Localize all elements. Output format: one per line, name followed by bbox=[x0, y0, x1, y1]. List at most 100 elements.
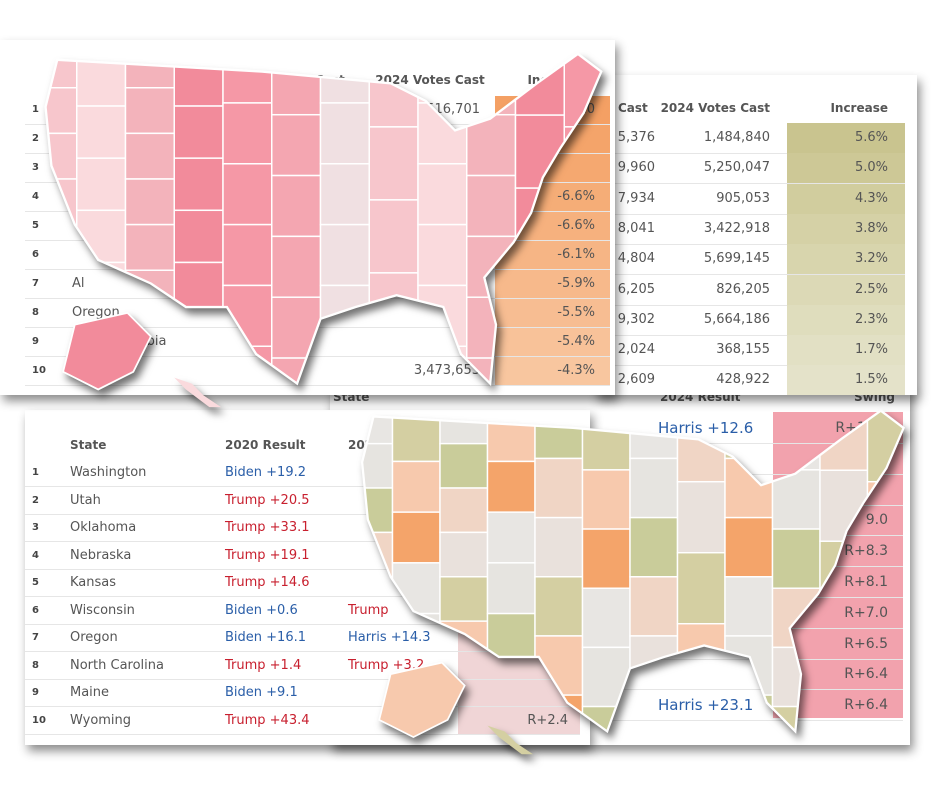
row-rule bbox=[25, 733, 580, 735]
rank: 1 bbox=[32, 467, 39, 478]
cell-text: 3.8% bbox=[854, 220, 888, 236]
state bbox=[391, 511, 441, 564]
row-rule bbox=[615, 365, 905, 367]
swing: R+6.4 bbox=[844, 697, 888, 714]
rank: 9 bbox=[32, 687, 39, 698]
rank: 4 bbox=[32, 191, 39, 202]
increase-cell bbox=[495, 328, 610, 357]
rank: 10 bbox=[32, 714, 46, 726]
rank: 1 bbox=[32, 104, 39, 115]
state bbox=[319, 102, 370, 165]
state bbox=[319, 53, 370, 104]
state bbox=[222, 223, 273, 287]
country-border bbox=[360, 409, 906, 734]
increase-cell bbox=[495, 270, 610, 299]
increase-cell bbox=[787, 365, 905, 395]
cell-text: 5,250,047 bbox=[703, 160, 770, 176]
state bbox=[581, 646, 631, 708]
state bbox=[486, 410, 536, 463]
result: Biden +0.6 bbox=[225, 602, 298, 618]
increase-cell bbox=[787, 304, 905, 335]
state bbox=[222, 53, 273, 104]
state bbox=[629, 410, 679, 460]
state bbox=[724, 457, 774, 519]
state bbox=[391, 460, 441, 513]
increase-cell bbox=[787, 274, 905, 305]
rank: 8 bbox=[32, 307, 39, 318]
alaska bbox=[378, 661, 466, 739]
state bbox=[124, 223, 175, 271]
rank: 8 bbox=[32, 659, 39, 671]
column-header: 2024 Votes Cast bbox=[660, 101, 770, 115]
state bbox=[45, 223, 78, 271]
state bbox=[563, 53, 602, 128]
state bbox=[534, 457, 584, 519]
state bbox=[362, 442, 394, 489]
state bbox=[368, 199, 419, 274]
state-name: Oregon bbox=[72, 305, 120, 320]
state bbox=[417, 53, 468, 104]
state bbox=[271, 296, 322, 359]
row-rule bbox=[615, 274, 905, 276]
state bbox=[676, 623, 726, 696]
state bbox=[866, 410, 904, 483]
rank: 3 bbox=[32, 522, 39, 533]
state bbox=[76, 261, 127, 316]
result: Harris +12.6 bbox=[658, 419, 754, 437]
row-rule bbox=[615, 334, 905, 336]
state bbox=[581, 469, 631, 530]
state bbox=[368, 126, 419, 201]
state bbox=[514, 260, 565, 335]
column-header: Cast bbox=[618, 101, 648, 115]
state bbox=[771, 587, 821, 649]
hawaii bbox=[174, 377, 222, 408]
state bbox=[368, 345, 419, 384]
state bbox=[222, 284, 273, 348]
state-name: Wyoming bbox=[70, 712, 132, 728]
cell-text: 428,922 bbox=[716, 372, 770, 388]
cell-text: -5.9% bbox=[557, 276, 595, 291]
result: Trump +14.6 bbox=[225, 575, 310, 590]
cell-text: 5,699,145 bbox=[703, 251, 770, 267]
state bbox=[486, 460, 536, 513]
result: Trump +20.5 bbox=[225, 492, 310, 508]
state bbox=[486, 562, 536, 615]
state bbox=[417, 284, 468, 348]
state bbox=[391, 562, 441, 615]
cell-text: 9,960 bbox=[617, 160, 655, 176]
row-rule bbox=[615, 183, 905, 185]
state bbox=[124, 53, 175, 89]
alaska bbox=[62, 311, 152, 391]
rank: 10 bbox=[32, 365, 46, 376]
state bbox=[76, 209, 127, 264]
increase-cell bbox=[787, 244, 905, 275]
state bbox=[534, 410, 584, 460]
rank: 4 bbox=[32, 549, 39, 561]
swing: R+8.3 bbox=[844, 543, 888, 560]
cell-text: 2.5% bbox=[854, 281, 888, 297]
state bbox=[173, 105, 224, 159]
cell-text: 6,205 bbox=[617, 281, 655, 297]
state bbox=[124, 132, 175, 180]
state bbox=[173, 313, 224, 368]
state bbox=[271, 357, 322, 384]
state bbox=[45, 269, 78, 317]
state bbox=[417, 223, 468, 287]
row-rule bbox=[25, 541, 580, 542]
row-rule bbox=[25, 706, 580, 707]
state bbox=[563, 126, 602, 201]
row-rule bbox=[25, 568, 580, 570]
state bbox=[45, 132, 78, 180]
row-rule bbox=[615, 153, 905, 154]
rank: 3 bbox=[32, 162, 39, 173]
cell-text: 3,422,918 bbox=[703, 220, 770, 236]
state bbox=[724, 516, 774, 578]
us-map bbox=[44, 52, 603, 408]
rank: 6 bbox=[32, 604, 39, 616]
cell-text: -5.4% bbox=[557, 334, 595, 349]
rank: 5 bbox=[32, 577, 39, 588]
cell-text: 516,701 bbox=[426, 102, 480, 117]
result: Biden +9.1 bbox=[225, 685, 298, 700]
column-header: 2024 Votes Cast bbox=[375, 73, 485, 87]
